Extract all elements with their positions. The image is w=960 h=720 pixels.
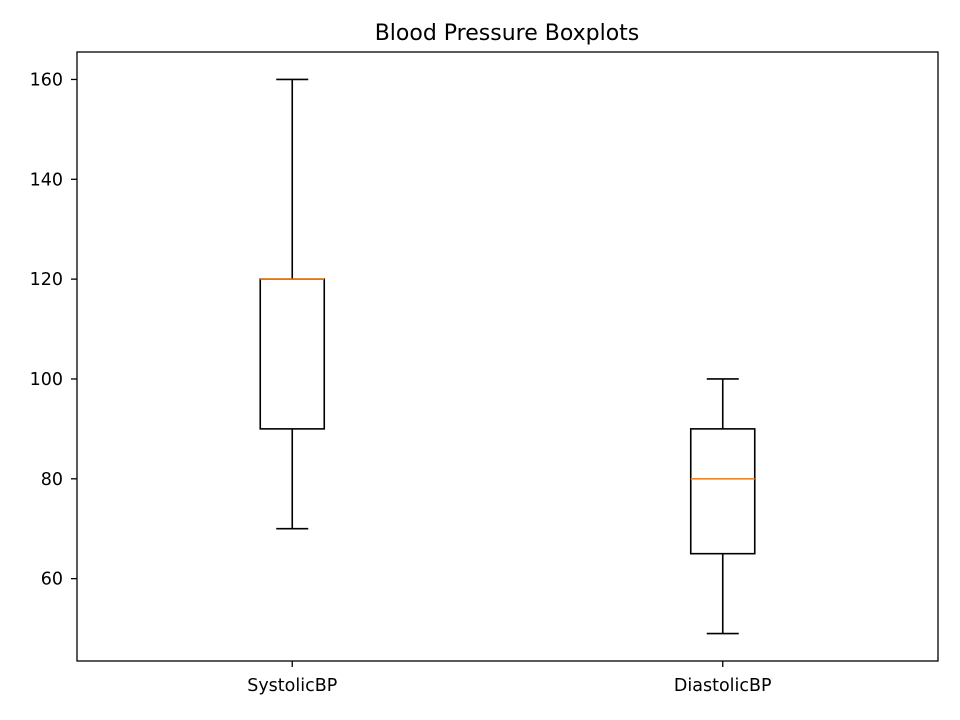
y-tick-label: 80 <box>41 470 63 490</box>
y-tick-label: 100 <box>30 370 63 390</box>
iqr-box <box>689 428 756 555</box>
axes-frame <box>76 51 939 662</box>
chart-title: Blood Pressure Boxplots <box>375 21 640 46</box>
y-axis: 60 80 100 120 140 160 <box>30 70 77 590</box>
y-tick-label: 120 <box>30 270 63 290</box>
box-diastolicbp <box>689 378 756 635</box>
y-tick-label: 160 <box>30 70 63 90</box>
y-tick-label: 60 <box>41 570 63 590</box>
x-tick-label: SystolicBP <box>247 676 337 696</box>
plot-marks <box>259 78 756 635</box>
x-axis: SystolicBP DiastolicBP <box>247 661 772 696</box>
box-systolicbp <box>259 78 326 530</box>
y-tick-label: 140 <box>30 170 63 190</box>
x-tick-label: DiastolicBP <box>674 676 772 696</box>
